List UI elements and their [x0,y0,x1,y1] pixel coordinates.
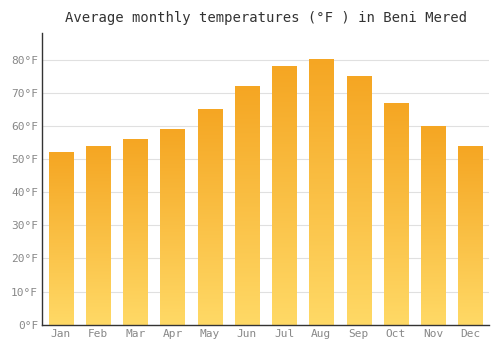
Title: Average monthly temperatures (°F ) in Beni Mered: Average monthly temperatures (°F ) in Be… [64,11,466,25]
